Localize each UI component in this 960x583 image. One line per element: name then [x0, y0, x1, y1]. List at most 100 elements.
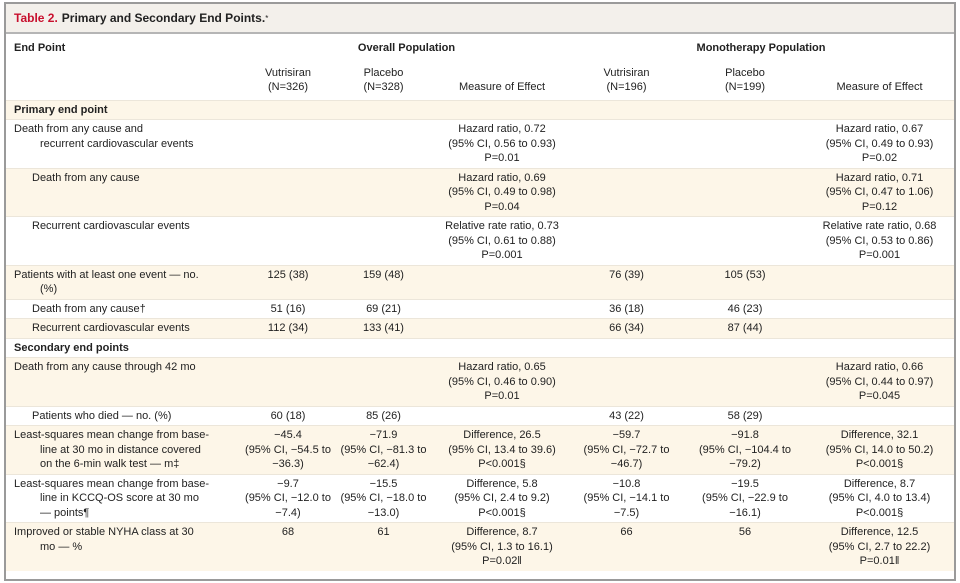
cell-overall-measure [436, 405, 569, 426]
cell-overall-placebo: −15.5 (95% CI, −18.0 to −13.0) [331, 473, 436, 523]
footnote-mark: * [265, 13, 269, 23]
cell-overall-vutrisiran: 51 (16) [245, 298, 331, 319]
cell-mono-vutrisiran [568, 167, 686, 217]
cell-mono-measure: Difference, 32.1 (95% CI, 14.0 to 50.2) … [805, 425, 955, 474]
header-blank [6, 64, 245, 101]
cell-overall-vutrisiran: −45.4 (95% CI, −54.5 to −36.3) [245, 425, 331, 474]
cell-mono-placebo [685, 216, 806, 265]
cell-overall-vutrisiran: −9.7 (95% CI, −12.0 to −7.4) [245, 473, 331, 523]
row-label: Death from any cause [6, 167, 245, 217]
cell-overall-placebo: 61 [331, 522, 436, 571]
cell-overall-placebo: 69 (21) [331, 298, 436, 319]
table-row: Patients with at least one event — no. (… [6, 264, 955, 299]
cell-overall-measure: Difference, 5.8 (95% CI, 2.4 to 9.2) P<0… [436, 473, 569, 523]
cell-overall-placebo [331, 167, 436, 217]
row-label: Least-squares mean change from base- lin… [6, 473, 245, 523]
cell-mono-measure [805, 405, 955, 426]
cell-mono-measure: Hazard ratio, 0.71 (95% CI, 0.47 to 1.06… [805, 167, 955, 217]
cell-mono-placebo: 56 [685, 522, 806, 571]
table-frame: Table 2. Primary and Secondary End Point… [4, 2, 956, 581]
cell-overall-measure: Hazard ratio, 0.65 (95% CI, 0.46 to 0.90… [436, 357, 569, 406]
cell-overall-placebo [331, 119, 436, 168]
cell-mono-placebo: 105 (53) [685, 264, 806, 299]
header-overall-measure: Measure of Effect [459, 81, 546, 93]
row-label: Death from any cause through 42 mo [6, 357, 245, 406]
cell-overall-vutrisiran [245, 357, 331, 406]
table-row: Death from any cause† 51 (16) 69 (21) 36 (1… [6, 298, 955, 319]
row-label: Patients with at least one event — no. (… [6, 264, 245, 299]
cell-overall-placebo [331, 357, 436, 406]
cell-overall-vutrisiran [245, 167, 331, 217]
row-label: Improved or stable NYHA class at 30 mo —… [6, 522, 245, 571]
section-label: Primary end point [6, 99, 955, 120]
cell-mono-vutrisiran: 36 (18) [568, 298, 686, 319]
table-number: Table 2. [14, 11, 58, 25]
cell-mono-placebo: 46 (23) [685, 298, 806, 319]
cell-overall-placebo: −71.9 (95% CI, −81.3 to −62.4) [331, 425, 436, 474]
table-row: Death from any cause Hazard ratio, 0.69 (… [6, 167, 955, 217]
cell-mono-measure [805, 298, 955, 319]
cell-mono-vutrisiran: 43 (22) [568, 405, 686, 426]
cell-mono-vutrisiran [568, 357, 686, 406]
cell-mono-vutrisiran: 66 [568, 522, 686, 571]
header-monotherapy-population: Monotherapy Population [696, 42, 826, 54]
cell-mono-placebo [685, 167, 806, 217]
cell-mono-vutrisiran [568, 119, 686, 168]
cell-mono-measure [805, 318, 955, 338]
cell-overall-vutrisiran: 60 (18) [245, 405, 331, 426]
section-header-row: Primary end point [6, 99, 955, 120]
header-overall-placebo: Placebo (N=328) [363, 66, 404, 94]
header-overall-vutrisiran: Vutrisiran (N=326) [264, 66, 312, 94]
cell-overall-measure: Hazard ratio, 0.72 (95% CI, 0.56 to 0.93… [436, 119, 569, 168]
cell-overall-measure: Difference, 8.7 (95% CI, 1.3 to 16.1) P=… [436, 522, 569, 571]
header-end-point: End Point [14, 42, 66, 54]
section-header-row: Secondary end points [6, 337, 955, 358]
table-row: Recurrent cardiovascular events 112 (34) 1… [6, 318, 955, 338]
header-mono-placebo: Placebo (N=199) [724, 66, 766, 94]
header-mono-measure: Measure of Effect [836, 81, 923, 93]
table-body: Primary end point Death from any cause an… [6, 99, 955, 571]
table-row: Death from any cause through 42 mo Hazard… [6, 357, 955, 406]
cell-overall-vutrisiran: 112 (34) [245, 318, 331, 338]
cell-overall-vutrisiran [245, 119, 331, 168]
row-label: Patients who died — no. (%) [6, 405, 245, 426]
table-row: Least-squares mean change from base- lin… [6, 425, 955, 474]
cell-overall-vutrisiran [245, 216, 331, 265]
cell-overall-vutrisiran: 68 [245, 522, 331, 571]
cell-overall-measure: Relative rate ratio, 0.73 (95% CI, 0.61 … [436, 216, 569, 265]
cell-mono-measure: Difference, 8.7 (95% CI, 4.0 to 13.4) P<… [805, 473, 955, 523]
cell-mono-vutrisiran: 66 (34) [568, 318, 686, 338]
row-label: Recurrent cardiovascular events [6, 216, 245, 265]
table-title-text: Primary and Secondary End Points. [61, 11, 266, 25]
end-points-table: End Point Overall Population Monotherapy… [6, 34, 955, 571]
cell-mono-placebo [685, 357, 806, 406]
table-row: Recurrent cardiovascular events Relative … [6, 216, 955, 265]
cell-overall-measure: Difference, 26.5 (95% CI, 13.4 to 39.6) … [436, 425, 569, 474]
cell-overall-vutrisiran: 125 (38) [245, 264, 331, 299]
cell-mono-measure [805, 264, 955, 299]
table-row: Improved or stable NYHA class at 30 mo —… [6, 522, 955, 571]
cell-mono-vutrisiran: −10.8 (95% CI, −14.1 to −7.5) [568, 473, 686, 523]
cell-mono-vutrisiran [568, 216, 686, 265]
cell-overall-measure [436, 298, 569, 319]
table-title: Table 2. Primary and Secondary End Point… [6, 4, 954, 34]
cell-mono-measure: Difference, 12.5 (95% CI, 2.7 to 22.2) P… [805, 522, 955, 571]
cell-mono-placebo: −19.5 (95% CI, −22.9 to −16.1) [685, 473, 806, 523]
cell-overall-placebo: 159 (48) [331, 264, 436, 299]
table-row: Patients who died — no. (%) 60 (18) 85 (26… [6, 405, 955, 426]
row-label: Recurrent cardiovascular events [6, 318, 245, 338]
section-label: Secondary end points [6, 337, 955, 358]
cell-overall-measure: Hazard ratio, 0.69 (95% CI, 0.49 to 0.98… [436, 167, 569, 217]
table-row: Least-squares mean change from base- lin… [6, 473, 955, 523]
row-label: Death from any cause and recurrent cardi… [6, 119, 245, 168]
cell-mono-placebo [685, 119, 806, 168]
cell-mono-measure: Hazard ratio, 0.67 (95% CI, 0.49 to 0.93… [805, 119, 955, 168]
cell-mono-placebo: 58 (29) [685, 405, 806, 426]
cell-mono-vutrisiran: −59.7 (95% CI, −72.7 to −46.7) [568, 425, 686, 474]
cell-mono-measure: Hazard ratio, 0.66 (95% CI, 0.44 to 0.97… [805, 357, 955, 406]
row-label: Least-squares mean change from base- lin… [6, 425, 245, 474]
header-mono-vutrisiran: Vutrisiran (N=196) [603, 66, 650, 94]
cell-mono-vutrisiran: 76 (39) [568, 264, 686, 299]
cell-overall-placebo [331, 216, 436, 265]
cell-overall-measure [436, 318, 569, 338]
